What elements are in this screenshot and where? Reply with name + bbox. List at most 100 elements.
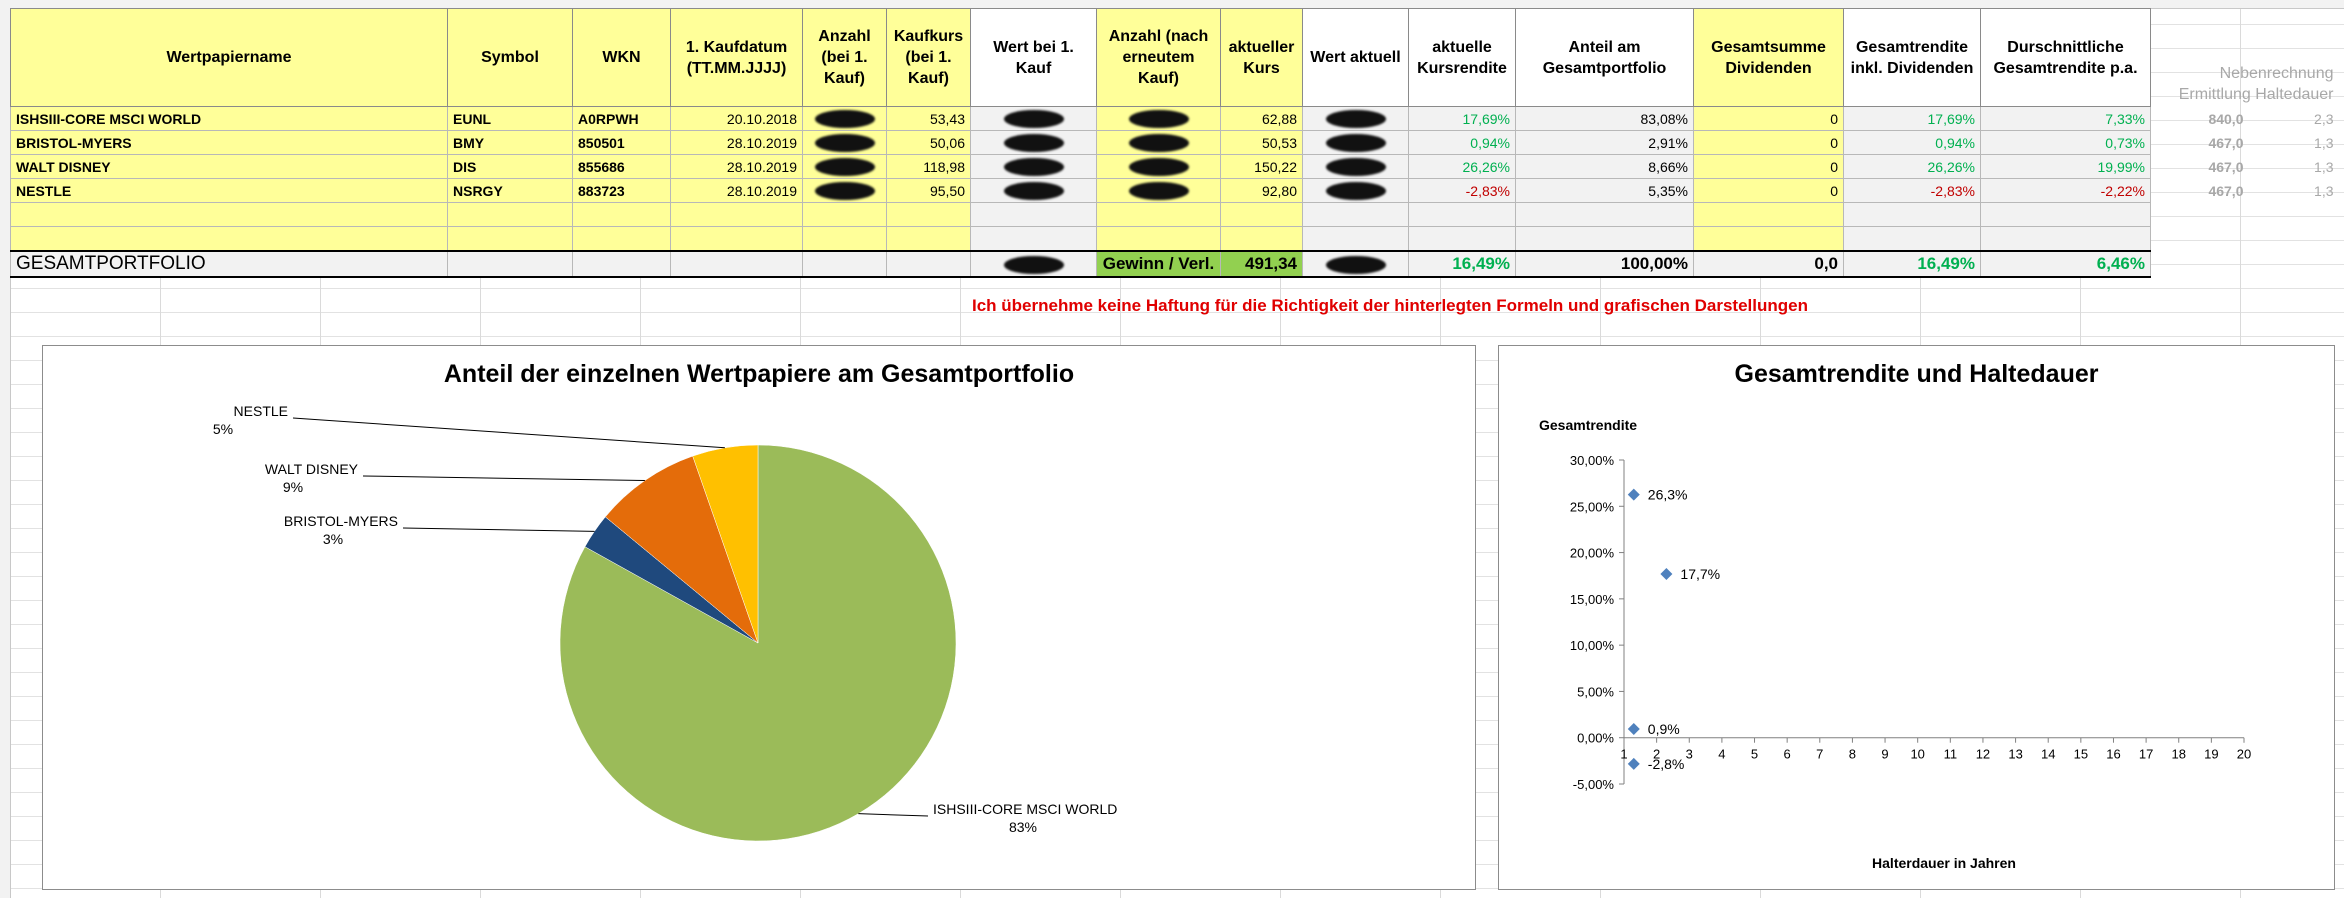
cell-redacted[interactable] bbox=[1096, 106, 1221, 131]
cell-total-rendite-pa[interactable]: 6,46% bbox=[1980, 250, 2151, 278]
empty-cell[interactable] bbox=[10, 226, 448, 252]
cell-name[interactable]: WALT DISNEY bbox=[10, 154, 448, 179]
cell-kurs[interactable]: 50,53 bbox=[1220, 130, 1303, 155]
cell-side-days[interactable]: 467,0 bbox=[2208, 158, 2244, 175]
empty-cell[interactable] bbox=[447, 250, 573, 278]
cell-name[interactable]: ISHSIII-CORE MSCI WORLD bbox=[10, 106, 448, 131]
empty-cell[interactable] bbox=[670, 226, 803, 252]
cell-redacted[interactable] bbox=[970, 250, 1097, 278]
cell-rendite-pa[interactable]: 7,33% bbox=[1980, 106, 2151, 131]
empty-cell[interactable] bbox=[572, 250, 671, 278]
cell-dividenden[interactable]: 0 bbox=[1693, 154, 1844, 179]
cell-total-name[interactable]: GESAMTPORTFOLIO bbox=[10, 250, 448, 278]
cell-total-gesamtrendite[interactable]: 16,49% bbox=[1843, 250, 1981, 278]
cell-wkn[interactable]: A0RPWH bbox=[572, 106, 671, 131]
cell-date[interactable]: 28.10.2019 bbox=[670, 154, 803, 179]
cell-name[interactable]: BRISTOL-MYERS bbox=[10, 130, 448, 155]
empty-cell[interactable] bbox=[447, 226, 573, 252]
empty-cell[interactable] bbox=[572, 226, 671, 252]
empty-cell[interactable] bbox=[1843, 226, 1981, 252]
empty-cell[interactable] bbox=[2151, 251, 2249, 277]
cell-total-anteil[interactable]: 100,00% bbox=[1515, 250, 1694, 278]
header-cell[interactable]: WKN bbox=[572, 8, 671, 107]
cell-dividenden[interactable]: 0 bbox=[1693, 130, 1844, 155]
cell-redacted[interactable] bbox=[1302, 154, 1409, 179]
cell-gesamtrendite[interactable]: 17,69% bbox=[1843, 106, 1981, 131]
cell-symbol[interactable]: NSRGY bbox=[447, 178, 573, 203]
cell-redacted[interactable] bbox=[802, 178, 887, 203]
cell-symbol[interactable]: EUNL bbox=[447, 106, 573, 131]
empty-cell[interactable] bbox=[886, 226, 971, 252]
header-cell[interactable]: aktuelle Kursrendite bbox=[1408, 8, 1516, 107]
cell-rendite-pa[interactable]: 19,99% bbox=[1980, 154, 2151, 179]
empty-cell[interactable] bbox=[1515, 202, 1694, 227]
empty-cell[interactable] bbox=[447, 202, 573, 227]
cell-rendite-pa[interactable]: 0,73% bbox=[1980, 130, 2151, 155]
empty-cell[interactable] bbox=[1220, 226, 1303, 252]
cell-kurs[interactable]: 92,80 bbox=[1220, 178, 1303, 203]
header-cell[interactable]: Wertpapiername bbox=[10, 8, 448, 107]
empty-cell[interactable] bbox=[1096, 202, 1221, 227]
scatter-chart-panel[interactable]: Gesamtrendite und Haltedauer Gesamtrendi… bbox=[1498, 345, 2335, 890]
empty-cell[interactable] bbox=[1302, 202, 1409, 227]
cell-redacted[interactable] bbox=[970, 178, 1097, 203]
cell-side-years[interactable]: 1,3 bbox=[2314, 158, 2334, 175]
header-cell[interactable]: Anzahl (bei 1. Kauf) bbox=[802, 8, 887, 107]
cell-side-years[interactable]: 1,3 bbox=[2314, 182, 2334, 199]
empty-cell[interactable] bbox=[1220, 202, 1303, 227]
cell-side-days[interactable]: 840,0 bbox=[2208, 110, 2244, 127]
empty-cell[interactable] bbox=[1980, 202, 2151, 227]
cell-redacted[interactable] bbox=[1302, 130, 1409, 155]
header-cell[interactable]: Wert aktuell bbox=[1302, 8, 1409, 107]
empty-cell[interactable] bbox=[1693, 226, 1844, 252]
header-cell[interactable]: Gesamtsumme Dividenden bbox=[1693, 8, 1844, 107]
cell-redacted[interactable] bbox=[1302, 106, 1409, 131]
empty-cell[interactable] bbox=[572, 202, 671, 227]
cell-gesamtrendite[interactable]: -2,83% bbox=[1843, 178, 1981, 203]
header-cell[interactable]: Kaufkurs (bei 1. Kauf) bbox=[886, 8, 971, 107]
cell-kursrendite[interactable]: -2,83% bbox=[1408, 178, 1516, 203]
pie-chart-panel[interactable]: Anteil der einzelnen Wertpapiere am Gesa… bbox=[42, 345, 1476, 890]
cell-wkn[interactable]: 883723 bbox=[572, 178, 671, 203]
header-cell[interactable]: Durschnittliche Gesamtrendite p.a. bbox=[1980, 8, 2151, 107]
cell-anteil[interactable]: 83,08% bbox=[1515, 106, 1694, 131]
header-cell[interactable]: Gesamtrendite inkl. Dividenden bbox=[1843, 8, 1981, 107]
cell-symbol[interactable]: DIS bbox=[447, 154, 573, 179]
empty-cell[interactable] bbox=[1515, 226, 1694, 252]
cell-redacted[interactable] bbox=[1096, 130, 1221, 155]
empty-cell[interactable] bbox=[1980, 226, 2151, 252]
empty-cell[interactable] bbox=[802, 250, 887, 278]
cell-redacted[interactable] bbox=[1302, 250, 1409, 278]
header-cell[interactable]: Symbol bbox=[447, 8, 573, 107]
cell-kaufkurs[interactable]: 95,50 bbox=[886, 178, 971, 203]
empty-cell[interactable] bbox=[2151, 227, 2249, 252]
cell-rendite-pa[interactable]: -2,22% bbox=[1980, 178, 2151, 203]
empty-cell[interactable] bbox=[1096, 226, 1221, 252]
cell-name[interactable]: NESTLE bbox=[10, 178, 448, 203]
cell-redacted[interactable] bbox=[802, 106, 887, 131]
cell-gewinn-label[interactable]: Gewinn / Verl. bbox=[1096, 250, 1221, 278]
empty-cell[interactable] bbox=[886, 250, 971, 278]
cell-total-dividenden[interactable]: 0,0 bbox=[1693, 250, 1844, 278]
cell-kursrendite[interactable]: 0,94% bbox=[1408, 130, 1516, 155]
empty-cell[interactable] bbox=[1302, 226, 1409, 252]
cell-symbol[interactable]: BMY bbox=[447, 130, 573, 155]
cell-wkn[interactable]: 850501 bbox=[572, 130, 671, 155]
empty-cell[interactable] bbox=[670, 250, 803, 278]
header-cell[interactable]: Anzahl (nach erneutem Kauf) bbox=[1096, 8, 1221, 107]
cell-redacted[interactable] bbox=[1096, 178, 1221, 203]
empty-cell[interactable] bbox=[10, 202, 448, 227]
cell-side-years[interactable]: 2,3 bbox=[2314, 110, 2334, 127]
cell-redacted[interactable] bbox=[802, 130, 887, 155]
empty-cell[interactable] bbox=[970, 202, 1097, 227]
cell-redacted[interactable] bbox=[1096, 154, 1221, 179]
cell-side-years[interactable]: 1,3 bbox=[2314, 134, 2334, 151]
header-cell[interactable]: Wert bei 1. Kauf bbox=[970, 8, 1097, 107]
cell-kaufkurs[interactable]: 50,06 bbox=[886, 130, 971, 155]
header-cell[interactable]: Anteil am Gesamtportfolio bbox=[1515, 8, 1694, 107]
empty-cell[interactable] bbox=[1693, 202, 1844, 227]
cell-kurs[interactable]: 62,88 bbox=[1220, 106, 1303, 131]
empty-cell[interactable] bbox=[886, 202, 971, 227]
cell-dividenden[interactable]: 0 bbox=[1693, 178, 1844, 203]
cell-kursrendite[interactable]: 17,69% bbox=[1408, 106, 1516, 131]
